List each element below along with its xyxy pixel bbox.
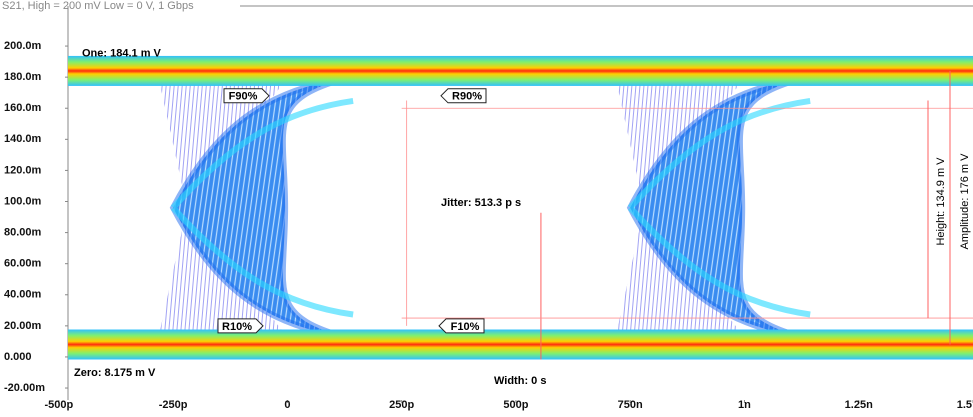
- y-tick-label: 140.0m: [4, 133, 42, 145]
- plot-area: [68, 55, 973, 360]
- x-tick-label: 250p: [389, 399, 414, 411]
- marker-tag: [217, 318, 264, 334]
- eye-trace: [170, 97, 354, 318]
- y-tick-label: 40.00m: [4, 289, 42, 301]
- marker-tag: [438, 318, 485, 334]
- x-tick-label: 500p: [503, 399, 528, 411]
- annotation: Width: 0 s: [494, 375, 546, 387]
- y-tick-label: 200.0m: [4, 40, 42, 52]
- annotation: Amplitude: 176 m V: [959, 153, 971, 250]
- marker-tag: [223, 88, 270, 104]
- x-tick-label: 1n: [738, 399, 751, 411]
- y-tick-label: 80.00m: [4, 226, 42, 238]
- marker-tag: [440, 88, 487, 104]
- y-tick-label: 160.0m: [4, 102, 42, 114]
- eye-trace: [626, 75, 802, 340]
- y-tick-label: -20.00m: [4, 382, 45, 394]
- y-tick-label: 20.00m: [4, 320, 42, 332]
- annotation: Height: 134.9 m V: [935, 157, 947, 246]
- y-tick-label: 180.0m: [4, 71, 42, 83]
- y-tick-label: 0.000: [4, 351, 32, 363]
- eye-trace: [627, 97, 811, 318]
- annotation: Zero: 8.175 m V: [74, 367, 156, 379]
- x-tick-label: -500p: [44, 399, 73, 411]
- y-tick-label: 100.0m: [4, 195, 42, 207]
- level-band: [68, 55, 973, 86]
- marker-label: F90%: [229, 91, 258, 103]
- x-tick-label: 750n: [618, 399, 643, 411]
- x-tick-label: 1.5: [957, 399, 972, 411]
- x-tick-label: 1.25n: [845, 399, 873, 411]
- annotation: One: 184.1 m V: [82, 48, 162, 60]
- crossing-traces: [159, 80, 286, 335]
- x-tick-label: -250p: [159, 399, 188, 411]
- annotation: Jitter: 513.3 p s: [441, 197, 521, 209]
- marker-label: R90%: [452, 91, 482, 103]
- marker-label: R10%: [222, 321, 252, 333]
- y-tick-label: 60.00m: [4, 258, 42, 270]
- x-tick-label: 0: [284, 399, 290, 411]
- chart-title: S21, High = 200 mV Low = 0 V, 1 Gbps: [2, 0, 194, 12]
- level-band: [68, 329, 973, 360]
- eye-trace: [169, 75, 344, 340]
- y-tick-label: 120.0m: [4, 164, 42, 176]
- crossing-traces: [616, 80, 743, 335]
- marker-label: F10%: [451, 321, 480, 333]
